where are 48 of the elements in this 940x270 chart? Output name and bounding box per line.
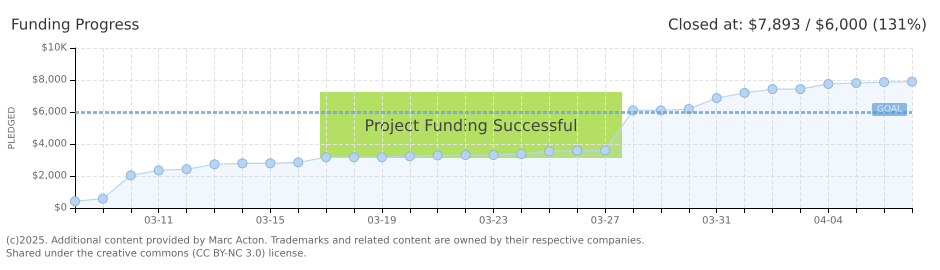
x-tick-label: 03-19 — [367, 216, 396, 226]
point — [907, 76, 917, 87]
y-tick-label: $6,000 — [32, 106, 67, 118]
point — [851, 78, 862, 88]
point — [404, 151, 415, 162]
y-tick-label: $8,000 — [32, 74, 67, 86]
text: (c)2025. Additional content provided by Marc Acton. Trademarks and related content are owned by their respective companies. — [6, 236, 645, 246]
x-tick-label: 04-04 — [814, 216, 843, 226]
x-tick-label: 03-27 — [590, 216, 620, 226]
point — [376, 152, 387, 162]
point — [516, 149, 526, 160]
point — [182, 164, 192, 174]
y-tick-label: $4,000 — [32, 138, 67, 150]
y-tick-label: $10K — [41, 42, 68, 54]
point — [460, 150, 471, 160]
point — [488, 150, 498, 160]
chart-subtitle: Closed at: $7,893 / $6,000 (131%) — [668, 16, 928, 34]
point — [98, 194, 108, 204]
text: Shared under the creative commons (CC BY-NC 3.0) license. — [6, 248, 307, 260]
point — [70, 196, 80, 206]
point — [712, 93, 722, 104]
point — [600, 145, 610, 156]
point — [349, 152, 359, 162]
point — [432, 150, 443, 160]
point — [154, 165, 164, 176]
point — [823, 79, 834, 89]
point — [265, 158, 276, 168]
chart-title: Funding Progress — [11, 16, 140, 34]
annotation: Project Funding Successful — [364, 116, 578, 134]
x-tick-label: 03-11 — [144, 216, 174, 226]
point — [768, 84, 778, 94]
point — [740, 88, 750, 98]
point — [572, 146, 582, 156]
point — [879, 77, 890, 88]
x-tick-label: 03-31 — [702, 216, 732, 226]
point — [544, 146, 554, 156]
x-tick-label: 03-23 — [478, 216, 508, 226]
y-tick-label: $0 — [54, 202, 67, 214]
point — [795, 84, 806, 94]
point — [126, 170, 136, 180]
y-tick-label: $2,000 — [32, 170, 67, 182]
x-tick-label: 03-15 — [256, 216, 285, 226]
point — [237, 158, 248, 168]
y-axis-title: PLEDGED — [8, 106, 18, 150]
point — [321, 152, 332, 162]
point — [293, 157, 304, 168]
point — [210, 159, 220, 170]
ref-line-label: GOAL — [876, 104, 902, 114]
